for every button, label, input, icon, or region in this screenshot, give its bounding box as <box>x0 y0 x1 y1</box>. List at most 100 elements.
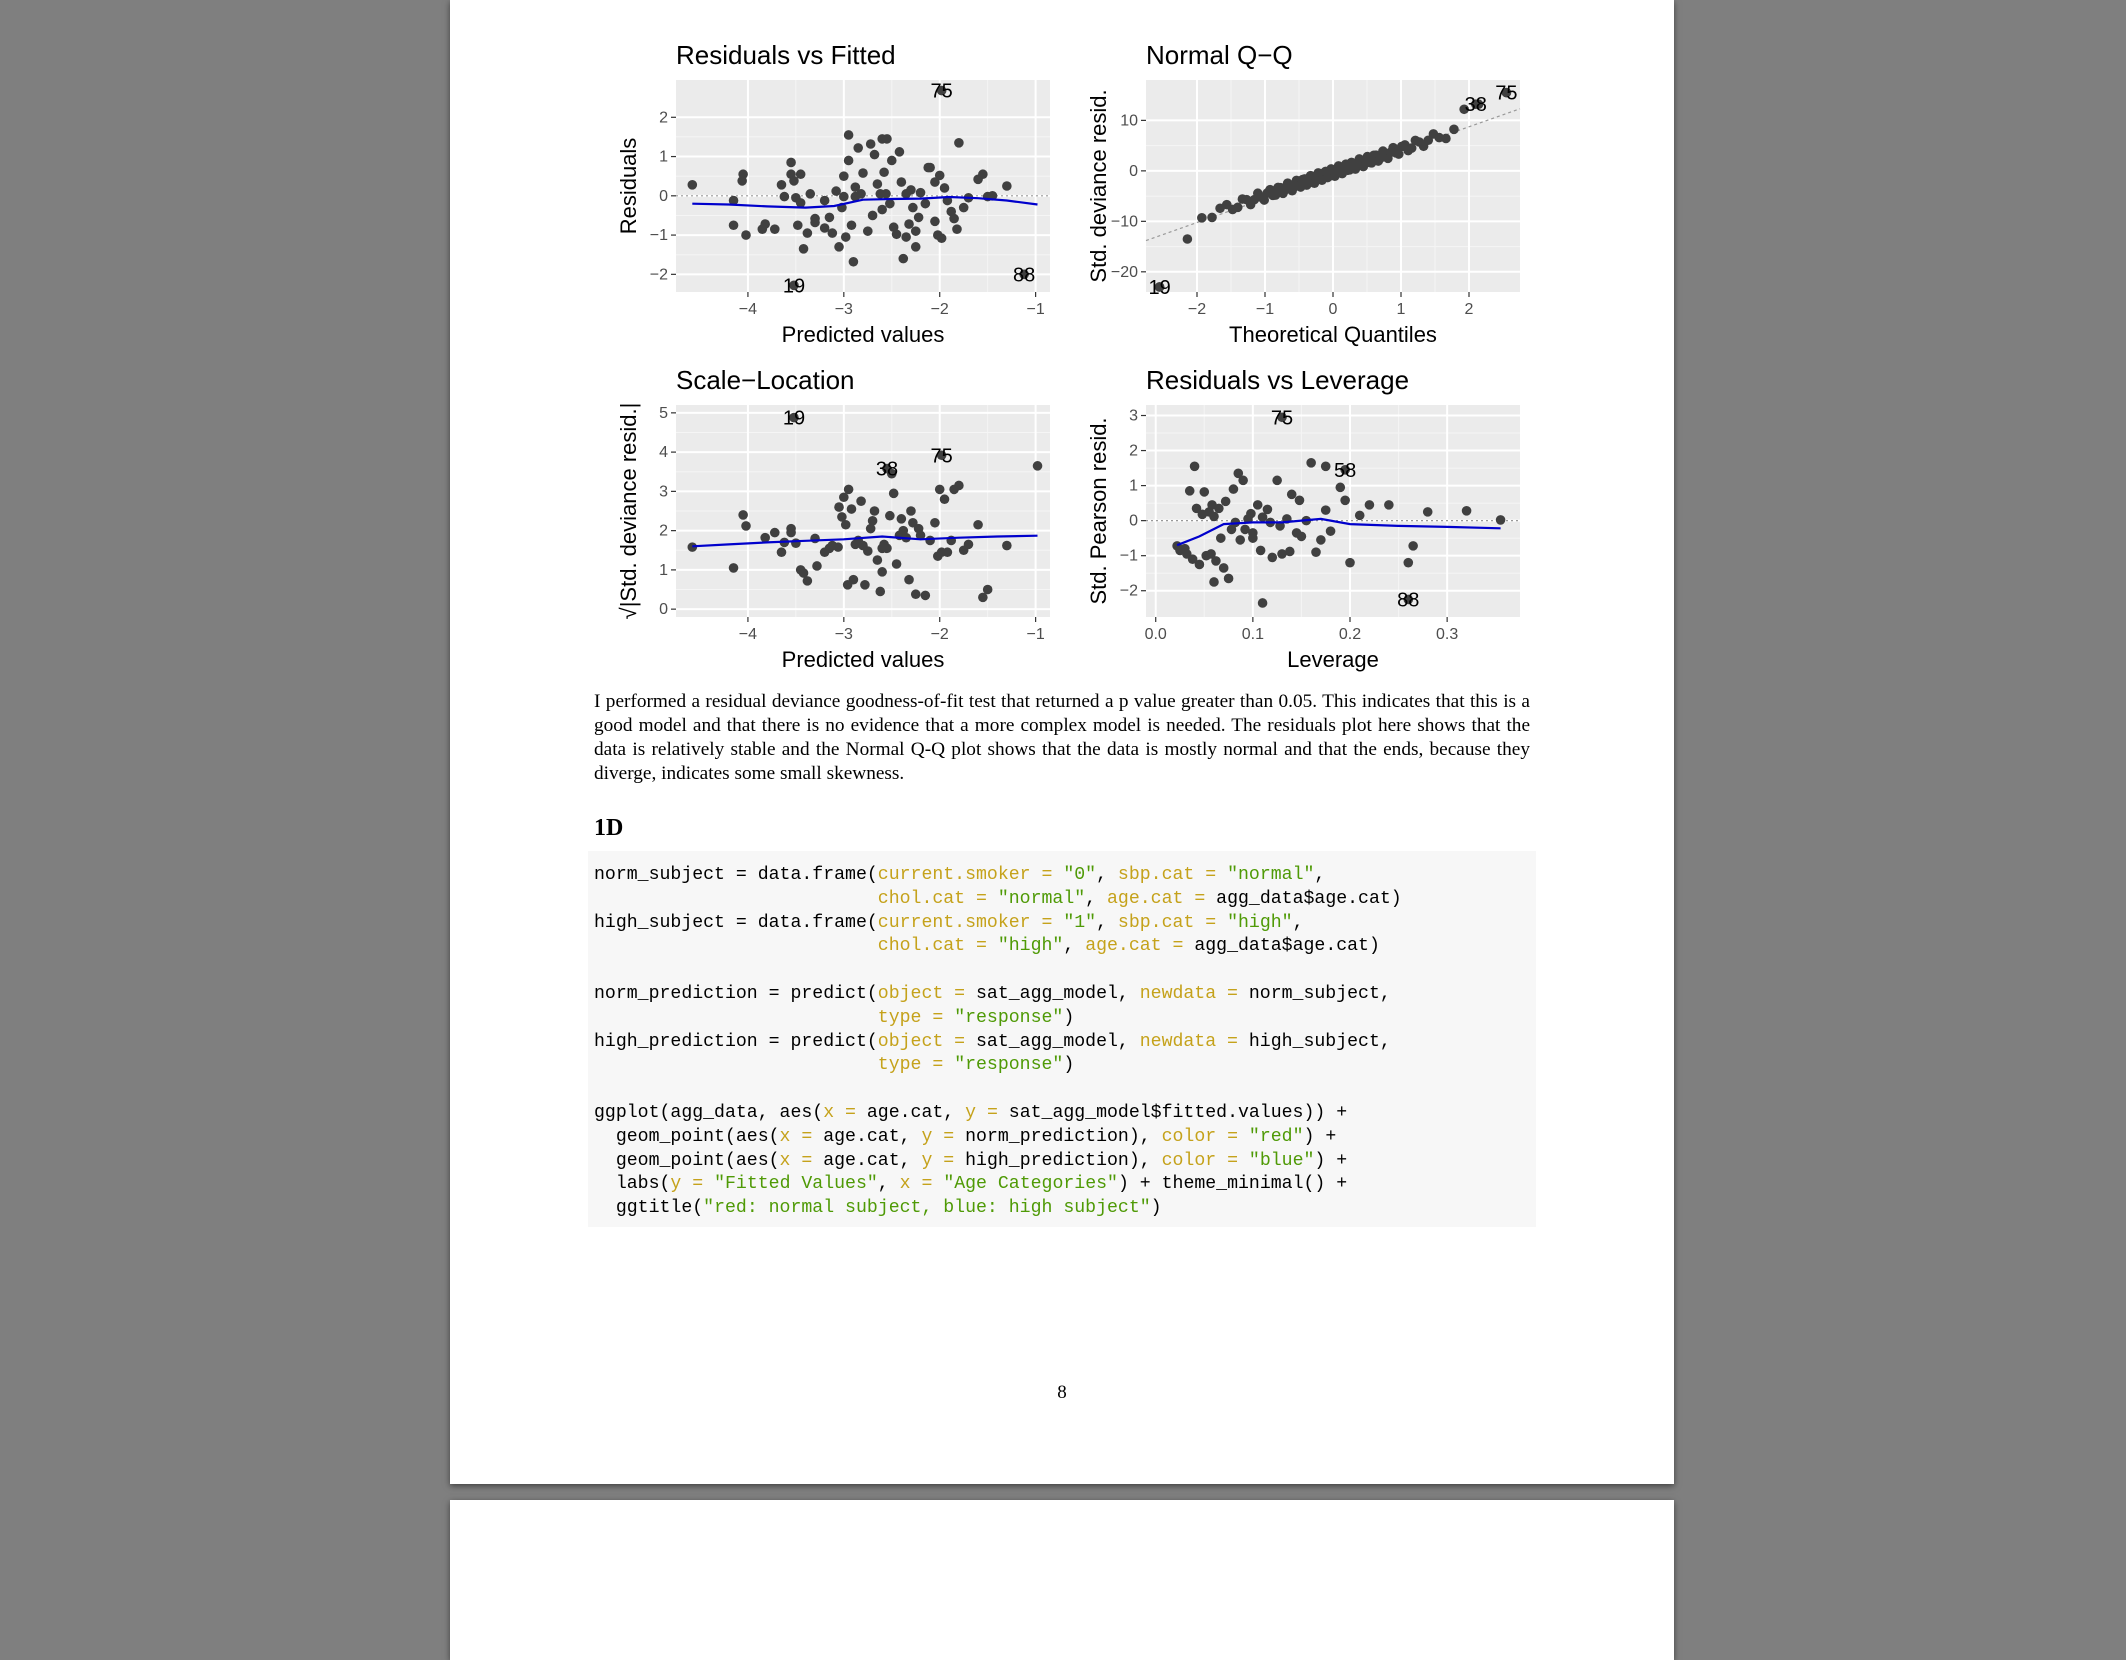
data-point <box>910 226 921 236</box>
data-point <box>1422 507 1433 517</box>
y-tick-label: −2 <box>1120 583 1138 600</box>
data-point <box>923 162 934 173</box>
data-point <box>879 167 889 178</box>
x-tick-label: −2 <box>931 301 949 318</box>
data-point <box>901 232 911 242</box>
data-point <box>1002 540 1012 551</box>
code-argument: current.smoker = <box>877 912 1064 933</box>
data-point <box>862 226 873 236</box>
x-tick-label: 0.1 <box>1242 626 1264 643</box>
point-label: 88 <box>1013 264 1035 286</box>
data-point <box>802 576 813 586</box>
data-point <box>798 244 809 254</box>
chart-title: Residuals vs Leverage <box>1146 365 1409 395</box>
code-argument: chol.cat = <box>877 936 998 957</box>
x-tick-label: −3 <box>835 626 853 643</box>
data-point <box>1184 486 1195 496</box>
x-tick-label: −1 <box>1026 301 1044 318</box>
data-point <box>869 506 880 516</box>
data-point <box>858 168 868 178</box>
data-point <box>1154 282 1165 292</box>
x-tick-label: 0.0 <box>1145 626 1167 643</box>
y-axis-label: Std. Pearson resid. <box>1086 417 1111 604</box>
data-point <box>738 510 748 520</box>
code-text: high_subject, <box>1248 1031 1391 1052</box>
y-axis-label: Std. deviance resid. <box>1086 89 1111 282</box>
code-text: norm_prediction = predict( <box>594 983 878 1004</box>
code-line: chol.cat = "high", age.cat = agg_data$ag… <box>594 935 1536 959</box>
data-point <box>901 189 911 199</box>
x-tick-label: 0.3 <box>1436 626 1458 643</box>
data-point <box>1232 202 1243 213</box>
data-point <box>1246 508 1256 519</box>
data-point <box>920 590 931 601</box>
data-point <box>908 202 918 213</box>
code-text <box>594 1008 878 1028</box>
y-tick-label: 0 <box>659 188 668 205</box>
data-point <box>831 186 841 196</box>
data-point <box>920 198 931 209</box>
code-string: "0" <box>1063 865 1097 885</box>
data-point <box>882 543 892 554</box>
data-point <box>1501 87 1512 98</box>
data-point <box>1284 546 1295 557</box>
data-point <box>795 198 806 208</box>
data-point <box>894 147 905 157</box>
code-line: norm_prediction = predict(object = sat_a… <box>594 983 1536 1007</box>
data-point <box>982 584 993 595</box>
data-point <box>1182 234 1193 244</box>
code-line: geom_point(aes(x = age.cat, y = norm_pre… <box>594 1126 1536 1150</box>
chart-residuals-vs-leverage: Residuals vs Leverage 0.0 0.1 0.2 0.3 −2 −1 0 1 2… <box>1060 355 1540 680</box>
point-label: 38 <box>876 459 898 481</box>
chart-normal-qq: Normal Q−Q −2 −1 0 1 2 −20 −10 0 10 Theoretical Qu… <box>1060 30 1540 355</box>
code-text: , <box>1096 912 1118 933</box>
code-string: "1" <box>1063 912 1097 933</box>
data-point <box>728 195 739 206</box>
code-argument: x = <box>779 1126 824 1147</box>
x-tick-label: −2 <box>931 626 949 643</box>
smooth-line <box>692 534 1038 548</box>
document-page: Residuals vs Fitted −4 −3 −2 −1 −2 −1 0 1 2 Predic… <box>450 0 1674 1484</box>
data-point <box>952 224 962 234</box>
data-point <box>867 516 878 526</box>
plot-panel <box>676 80 1050 292</box>
code-text: ggplot(agg_data, aes( <box>594 1102 824 1123</box>
data-point <box>795 169 806 180</box>
data-point <box>741 521 751 531</box>
code-text: ) <box>1063 1007 1075 1028</box>
data-point <box>978 169 988 180</box>
data-point <box>1441 133 1451 144</box>
code-text: ) <box>1150 1198 1162 1219</box>
data-point <box>1306 458 1316 468</box>
data-point <box>872 555 883 565</box>
code-line: type = "response") <box>594 1007 1536 1031</box>
data-point <box>1189 461 1200 472</box>
data-point <box>1206 549 1216 559</box>
code-line: ggplot(agg_data, aes(x = age.cat, y = sa… <box>594 1102 1536 1126</box>
data-point <box>915 530 926 541</box>
data-point <box>915 187 926 198</box>
data-point <box>930 216 940 227</box>
code-text: sat_agg_model, <box>976 983 1140 1004</box>
data-point <box>853 143 864 153</box>
residuals-vs-fitted-svg: Residuals vs Fitted −4 −3 −2 −1 −2 −1 0 1 2 Predic… <box>616 40 1050 347</box>
code-argument: newdata = <box>1139 1031 1249 1052</box>
data-point <box>687 180 698 190</box>
data-point <box>936 450 947 461</box>
data-point <box>786 523 796 534</box>
code-text: age.cat, <box>866 1102 966 1123</box>
y-tick-label: −20 <box>1111 264 1138 281</box>
code-line: labs(y = "Fitted Values", x = "Age Categ… <box>594 1173 1536 1197</box>
data-point <box>846 504 857 514</box>
data-point <box>954 480 964 491</box>
code-content: norm_subject = data.frame(current.smoker… <box>588 851 1536 1221</box>
data-point <box>837 512 847 522</box>
code-text: high_prediction = predict( <box>594 1031 878 1052</box>
data-point <box>1209 577 1219 587</box>
data-point <box>1364 500 1375 510</box>
data-point <box>872 179 883 189</box>
data-point <box>1032 461 1043 471</box>
x-tick-label: −1 <box>1256 301 1274 318</box>
code-argument: y = <box>670 1174 715 1195</box>
chart-title: Residuals vs Fitted <box>676 40 896 70</box>
